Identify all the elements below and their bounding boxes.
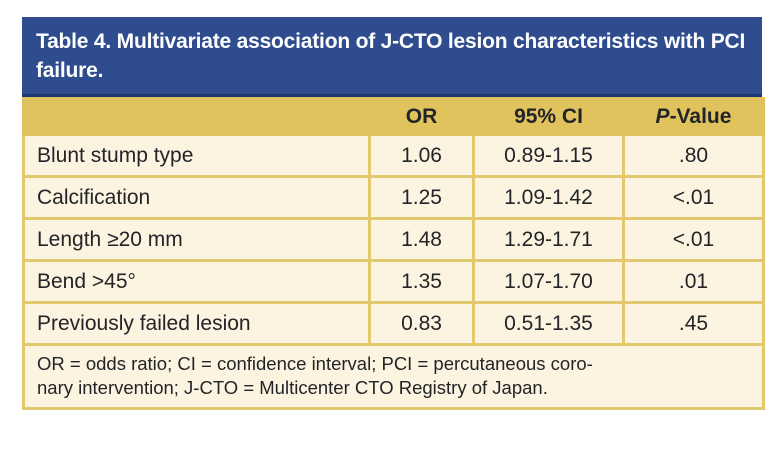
table-4-card: Table 4. Multivariate association of J-C…	[22, 17, 765, 410]
row-or-value: 1.06	[368, 133, 475, 178]
table-title: Table 4. Multivariate association of J-C…	[36, 30, 746, 82]
table-row: Calcification 1.25 1.09-1.42 <.01	[22, 175, 765, 220]
header-or: OR	[368, 97, 475, 136]
data-table: OR 95% CI P-Value Blunt stump type 1.06 …	[22, 97, 765, 410]
row-ci-value: 1.07-1.70	[472, 259, 625, 304]
footnote-line: nary intervention; J-CTO = Multicenter C…	[37, 377, 548, 398]
footnote-line: OR = odds ratio; CI = confidence interva…	[37, 353, 593, 374]
table-row: Length ≥20 mm 1.48 1.29-1.71 <.01	[22, 217, 765, 262]
row-label: Previously failed lesion	[22, 301, 371, 346]
row-or-value: 1.35	[368, 259, 475, 304]
row-ci-value: 0.51-1.35	[472, 301, 625, 346]
header-pvalue-rest: -Value	[669, 104, 732, 128]
row-label: Bend >45°	[22, 259, 371, 304]
row-p-value: <.01	[622, 217, 765, 262]
row-or-value: 0.83	[368, 301, 475, 346]
table-row: Blunt stump type 1.06 0.89-1.15 .80	[22, 133, 765, 178]
row-ci-value: 1.09-1.42	[472, 175, 625, 220]
row-p-value: .01	[622, 259, 765, 304]
header-pvalue-italic-p: P	[655, 104, 670, 128]
table-row: Bend >45° 1.35 1.07-1.70 .01	[22, 259, 765, 304]
table-row: Previously failed lesion 0.83 0.51-1.35 …	[22, 301, 765, 346]
footnote-row: OR = odds ratio; CI = confidence interva…	[22, 343, 765, 410]
row-label: Length ≥20 mm	[22, 217, 371, 262]
header-pvalue: P-Value	[622, 97, 765, 136]
table-title-bar: Table 4. Multivariate association of J-C…	[22, 17, 762, 97]
row-p-value: .80	[622, 133, 765, 178]
row-p-value: .45	[622, 301, 765, 346]
header-95ci: 95% CI	[472, 97, 625, 136]
column-header-row: OR 95% CI P-Value	[22, 97, 765, 136]
row-ci-value: 1.29-1.71	[472, 217, 625, 262]
header-empty	[22, 97, 371, 136]
row-p-value: <.01	[622, 175, 765, 220]
footnote: OR = odds ratio; CI = confidence interva…	[22, 343, 765, 410]
row-ci-value: 0.89-1.15	[472, 133, 625, 178]
row-or-value: 1.25	[368, 175, 475, 220]
row-or-value: 1.48	[368, 217, 475, 262]
row-label: Calcification	[22, 175, 371, 220]
row-label: Blunt stump type	[22, 133, 371, 178]
